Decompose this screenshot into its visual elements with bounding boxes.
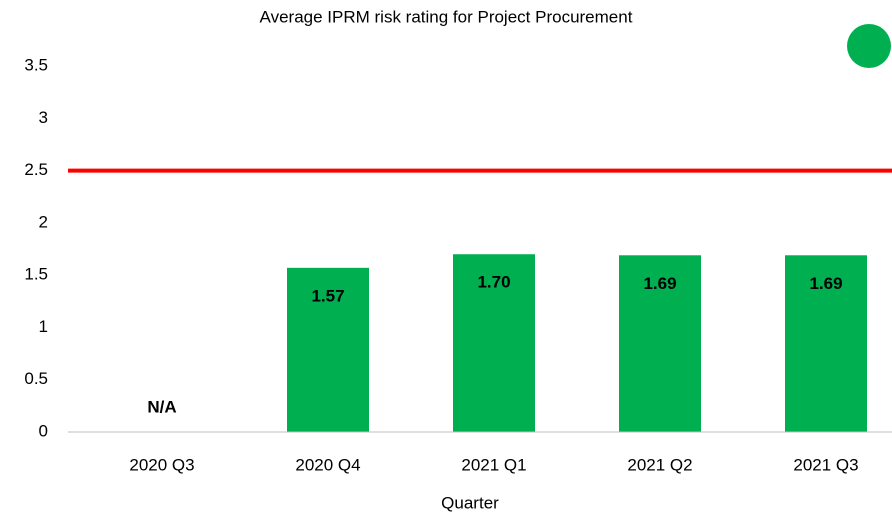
y-tick-label: 1.5 [24,265,48,284]
y-tick-label: 3.5 [24,55,48,74]
status-indicator [847,24,891,68]
x-tick-label: 2020 Q3 [129,455,194,474]
data-label: 1.69 [643,274,676,293]
bar [619,255,701,432]
bar [453,254,535,432]
y-tick-label: 1 [39,317,48,336]
y-tick-label: 2 [39,212,48,231]
chart-title: Average IPRM risk rating for Project Pro… [260,7,633,26]
data-label: 1.69 [809,274,842,293]
data-label: N/A [147,397,176,416]
x-tick-label: 2021 Q1 [461,455,526,474]
data-label: 1.57 [311,286,344,305]
data-label: 1.70 [477,273,510,292]
y-tick-label: 0.5 [24,369,48,388]
y-tick-label: 3 [39,108,48,127]
bar [287,267,369,432]
y-tick-label: 0 [39,421,48,440]
x-axis-label: Quarter [441,493,499,512]
x-tick-label: 2021 Q2 [627,455,692,474]
y-tick-label: 2.5 [24,160,48,179]
x-tick-label: 2020 Q4 [295,455,360,474]
bar [785,255,867,432]
x-tick-label: 2021 Q3 [793,455,858,474]
